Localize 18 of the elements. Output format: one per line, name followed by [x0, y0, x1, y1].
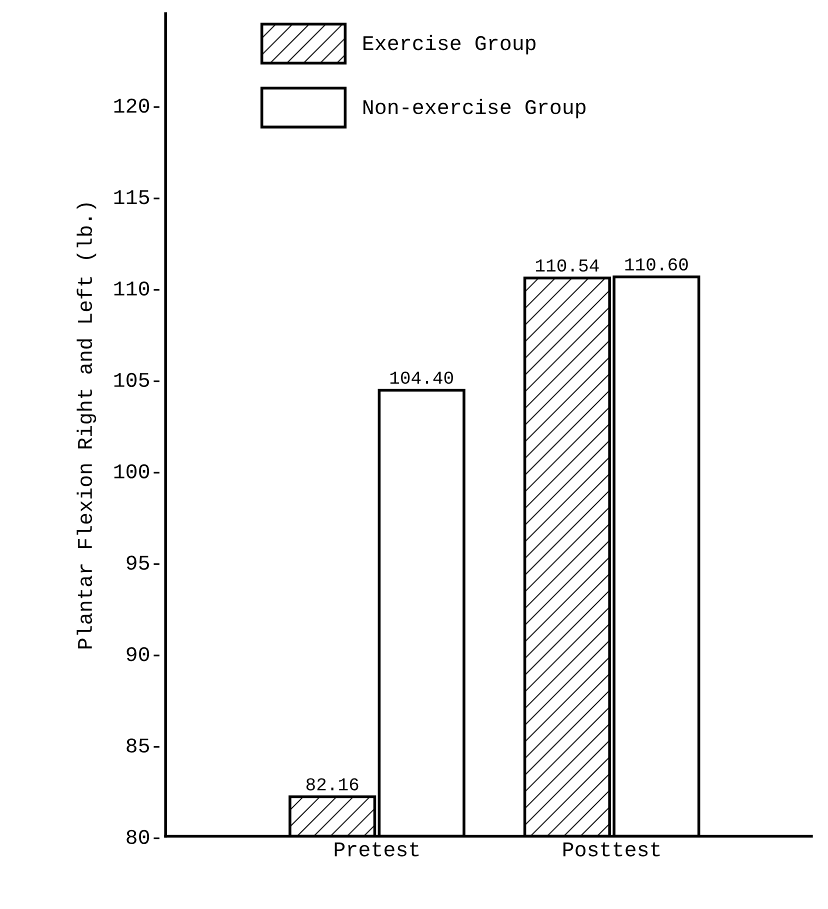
x-tick-label: Pretest	[334, 842, 419, 856]
data-label: 104.40	[390, 372, 453, 384]
y-tick-label: 100-	[114, 464, 160, 478]
y-tick-label: 115-	[114, 190, 160, 204]
data-label: 110.54	[536, 259, 599, 272]
legend-label: Non-exercise Group	[364, 98, 586, 118]
y-tick-label: 95-	[126, 556, 160, 570]
legend-label: Exercise Group	[364, 34, 536, 54]
data-label: 110.60	[625, 258, 688, 271]
x-tick-label: Posttest	[563, 842, 660, 856]
y-axis-title: Plantar Flexion Right and Left (lb.)	[76, 203, 96, 648]
y-tick-label: 120-	[114, 98, 160, 113]
y-tick-label: 90-	[126, 647, 160, 662]
y-tick-label: 110-	[114, 281, 160, 296]
data-label: 82.16	[306, 778, 358, 790]
y-tick-label: 80-	[126, 830, 160, 844]
y-tick-label: 105-	[114, 372, 160, 388]
y-tick-label: 85-	[126, 738, 160, 753]
